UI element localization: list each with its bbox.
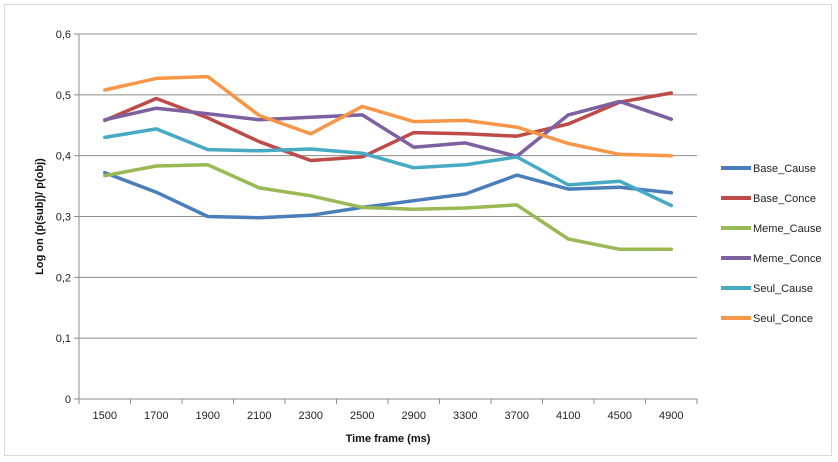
legend: Base_Cause Base_Conce Meme_Cause Meme_Conce… — [721, 163, 821, 325]
x-tick-label: 2300 — [299, 410, 323, 422]
x-axis-title: Time frame (ms) — [346, 433, 431, 445]
y-tick-labels: 0 0,1 0,2 0,3 0,4 0,5 0,6 — [56, 29, 71, 406]
x-tick-label: 2100 — [247, 410, 271, 422]
x-tick-label: 2900 — [402, 410, 426, 422]
x-tick-label: 1900 — [196, 410, 220, 422]
series-line-base-conce — [103, 91, 674, 163]
legend-label: Seul_Cause — [753, 283, 813, 295]
x-tick-label: 1500 — [93, 410, 117, 422]
y-tick-label: 0,3 — [56, 212, 71, 224]
legend-label: Meme_Conce — [753, 253, 821, 265]
y-tick-label: 0,1 — [56, 333, 71, 345]
x-tick-label: 4100 — [556, 410, 580, 422]
x-tick-label: 1700 — [144, 410, 168, 422]
y-tick-label: 0,2 — [56, 272, 71, 284]
line-chart: 0 0,1 0,2 0,3 0,4 0,5 0,6 1500 1700 1900 2100 2300… — [34, 29, 821, 445]
x-tick-label: 4500 — [608, 410, 632, 422]
legend-label: Meme_Cause — [753, 223, 821, 235]
series-lines — [103, 74, 674, 252]
legend-label: Seul_Conce — [753, 313, 813, 325]
y-tick-label: 0,4 — [56, 151, 71, 163]
x-tick-labels: 1500 1700 1900 2100 2300 2500 2900 3300 3700 4100… — [93, 410, 684, 422]
y-tick-label: 0 — [65, 394, 71, 406]
legend-label: Base_Conce — [753, 193, 816, 205]
x-tick-label: 4900 — [659, 410, 683, 422]
series-line-meme-conce — [103, 99, 674, 159]
series-line-seul-cause — [103, 127, 674, 208]
series-line-base-cause — [103, 170, 674, 220]
series-line-meme-cause — [103, 163, 674, 252]
y-tick-label: 0,5 — [56, 90, 71, 102]
y-axis-title: Log on (p(subj)/ p(obj) — [34, 158, 46, 275]
x-tick-label: 3300 — [453, 410, 477, 422]
y-tick-label: 0,6 — [56, 29, 71, 41]
chart-frame: 0 0,1 0,2 0,3 0,4 0,5 0,6 1500 1700 1900 2100 2300… — [4, 4, 832, 456]
legend-label: Base_Cause — [753, 163, 816, 175]
x-tick-label: 3700 — [505, 410, 529, 422]
series-line-seul-conce — [103, 74, 674, 158]
axes — [78, 34, 698, 404]
x-tick-label: 2500 — [350, 410, 374, 422]
gridlines — [74, 33, 697, 400]
